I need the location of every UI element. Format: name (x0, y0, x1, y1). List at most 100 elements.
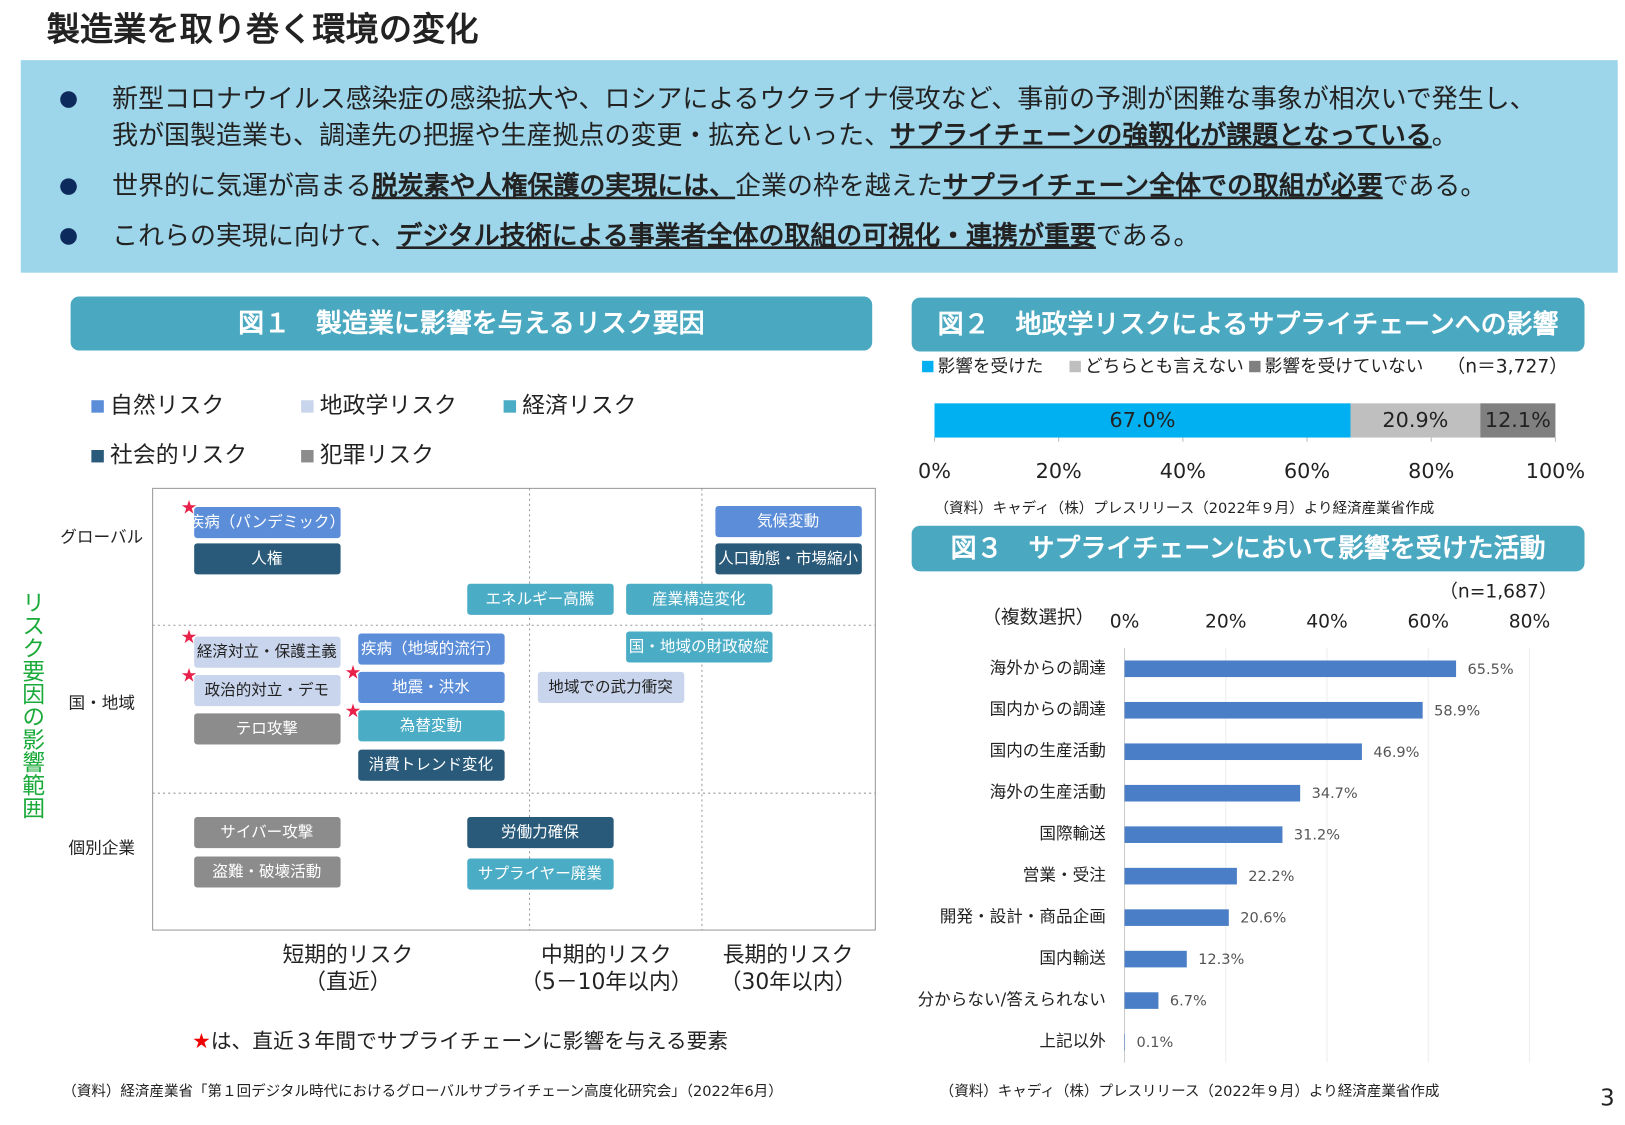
risk-box (358, 710, 505, 742)
value-label: 12.1% (1485, 408, 1551, 432)
bar (1124, 660, 1457, 678)
page-title: 製造業を取り巻く環境の変化 (47, 10, 479, 49)
risk-box (358, 671, 505, 703)
x-tick-label: 20% (1036, 459, 1082, 483)
legend-label: 地政学リスク (320, 393, 457, 419)
x-tick-label: 0% (918, 459, 951, 483)
text-segment: デジタル技術による事業者全体の取組の可視化・連携が重要 (396, 220, 1096, 251)
risk-box (194, 713, 341, 745)
risk-label: 地震・洪水 (392, 678, 470, 696)
legend-label: 社会的リスク (110, 443, 247, 469)
bullet-dot (60, 228, 77, 245)
star-marker: ★ (345, 701, 362, 722)
legend-swatch (301, 450, 314, 463)
risk-label: 人権 (251, 549, 282, 567)
category-label: 海外の生産活動 (990, 783, 1106, 802)
bar (1124, 784, 1301, 802)
subtitle: （複数選択） (982, 607, 1094, 628)
bar (1124, 867, 1237, 885)
category-label: 国内からの調達 (990, 700, 1106, 719)
risk-label: サプライヤー廃業 (478, 865, 602, 883)
star-marker: ★ (181, 627, 198, 648)
risk-box (194, 856, 341, 888)
x-tick-label: 60% (1284, 459, 1330, 483)
source: （資料）経済産業省「第１回デジタル時代におけるグローバルサプライチェーン高度化研… (62, 1082, 783, 1100)
bar-segment (1350, 403, 1481, 438)
category-label: 上記以外 (1039, 1032, 1106, 1051)
note-text: は、直近３年間でサプライチェーンに影響を与える要素 (211, 1029, 728, 1053)
risk-label: 地域での武力衝突 (548, 678, 672, 696)
row-label: 国・地域 (69, 694, 135, 713)
y-axis-title: リスク要因の影響範囲 (18, 591, 44, 819)
category-label: 国内輸送 (1039, 949, 1106, 968)
text-segment: である。 (1383, 171, 1487, 201)
value-label: 22.2% (1248, 869, 1294, 885)
risk-box (194, 817, 341, 849)
x-tick-label: 60% (1407, 612, 1448, 633)
risk-box (467, 858, 614, 890)
category-label: 営業・受注 (1023, 866, 1106, 885)
bar (1124, 1033, 1126, 1051)
column-label: 中期的リスク (541, 943, 672, 968)
text-segment: これらの実現に向けて、 (112, 221, 396, 251)
category-label: 海外からの調達 (990, 658, 1106, 677)
category-label: 開発・設計・商品企画 (940, 907, 1106, 926)
risk-label: 盗難・破壊活動 (212, 863, 321, 881)
x-tick-label: 40% (1160, 459, 1206, 483)
x-tick-label: 20% (1205, 612, 1246, 633)
risk-box (537, 671, 685, 703)
bullet-dot (60, 178, 77, 195)
star-marker: ★ (345, 662, 362, 683)
text-segment: である。 (1096, 221, 1200, 251)
bullet-text: これらの実現に向けて、デジタル技術による事業者全体の取組の可視化・連携が重要であ… (112, 220, 1199, 251)
note: ★は、直近３年間でサプライチェーンに影響を与える要素 (192, 1029, 728, 1053)
bar (1124, 743, 1362, 761)
legend-label: 犯罪リスク (320, 443, 434, 469)
risk-label: エネルギー高騰 (485, 590, 594, 608)
bar (1124, 701, 1423, 719)
value-label: 12.3% (1198, 952, 1244, 968)
risk-label: 疾病（地域的流行） (361, 640, 501, 658)
figure3-title: 図３ サプライチェーンにおいて影響を受けた活動 (951, 533, 1546, 564)
text-segment: サプライチェーン全体での取組が必要 (943, 170, 1383, 201)
legend-swatch (1249, 360, 1261, 373)
value-label: 6.7% (1170, 994, 1207, 1010)
legend-label: 影響を受けた (938, 356, 1044, 377)
column-label: 短期的リスク (282, 943, 413, 968)
value-label: 0.1% (1136, 1035, 1173, 1051)
text-segment: サプライチェーンの強靱化が課題となっている (890, 119, 1432, 150)
value-label: 67.0% (1110, 408, 1176, 432)
risk-box (715, 543, 862, 575)
legend-swatch (301, 400, 314, 413)
risk-box (194, 543, 341, 575)
text-segment: 。 (1432, 120, 1458, 150)
star-marker: ★ (181, 666, 198, 687)
text-segment: 新型コロナウイルス感染症の感染拡大や、ロシアによるウクライナ侵攻など、事前の予測… (112, 84, 1535, 114)
figure2-title: 図２ 地政学リスクによるサプライチェーンへの影響 (938, 309, 1559, 340)
legend-label: 経済リスク (522, 393, 636, 419)
risk-label: 消費トレンド変化 (369, 756, 493, 774)
bar-segment (1480, 403, 1556, 438)
risk-box (194, 507, 341, 539)
risk-box (358, 749, 505, 781)
text-segment: 脱炭素や人権保護の実現には、 (372, 170, 735, 201)
row-label: 個別企業 (69, 839, 135, 858)
n-label: （n＝3,727） (1447, 357, 1568, 378)
category-label: 国内の生産活動 (990, 741, 1106, 760)
page-number: 3 (1600, 1086, 1615, 1112)
risk-box (467, 583, 614, 615)
legend-swatch (91, 450, 104, 463)
x-tick-label: 40% (1306, 612, 1347, 633)
legend-swatch (922, 360, 934, 373)
figure3-header (911, 525, 1585, 572)
column-label: （30年以内） (720, 970, 857, 995)
bullet-dot (60, 91, 77, 108)
legend-swatch (1069, 360, 1081, 373)
risk-label: 産業構造変化 (652, 590, 745, 608)
risk-box (626, 631, 773, 663)
x-tick-label: 80% (1408, 459, 1454, 483)
value-label: 58.9% (1434, 703, 1480, 719)
text-segment: 我が国製造業も、調達先の把握や生産拠点の変更・拡充といった、 (112, 120, 890, 150)
